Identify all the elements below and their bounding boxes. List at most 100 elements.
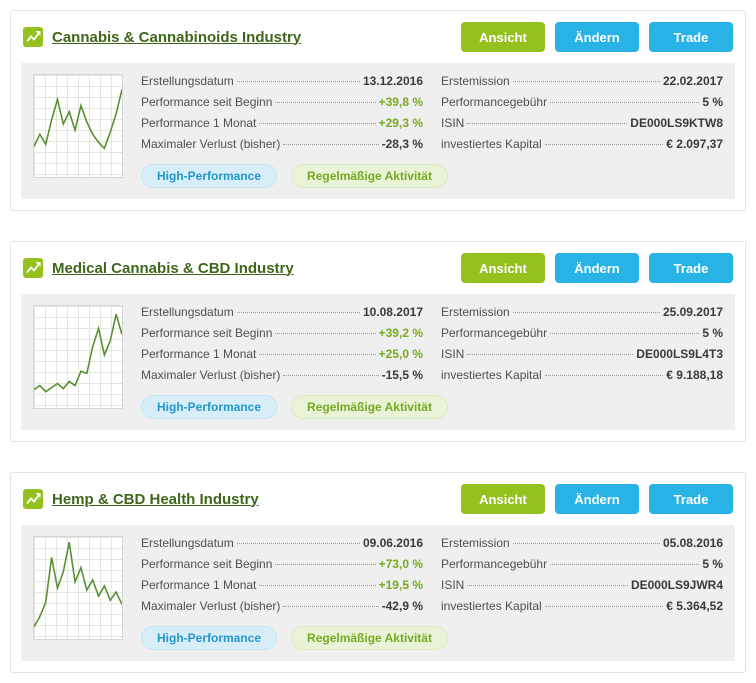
regular-activity-badge: Regelmäßige Aktivität — [291, 164, 448, 188]
row-performance-seit-beginn: Performance seit Beginn +73,0 % — [141, 557, 423, 578]
stats-left-column: Erstellungsdatum 10.08.2017 Performance … — [141, 305, 448, 419]
row-performance-1-monat: Performance 1 Monat +25,0 % — [141, 347, 423, 368]
sparkline-chart — [33, 305, 123, 409]
wikifolio-title[interactable]: Cannabis & Cannabinoids Industry — [52, 28, 302, 46]
stat-label: ISIN — [441, 116, 465, 130]
badge-row: High-Performance Regelmäßige Aktivität — [141, 626, 448, 650]
stats-right-column: Erstemission 25.09.2017 Performancegebüh… — [441, 305, 723, 419]
dotted-leader — [236, 312, 360, 313]
stat-label: Performance seit Beginn — [141, 326, 273, 340]
line-chart-icon — [23, 489, 43, 509]
row-erstellungsdatum: Erstellungsdatum 10.08.2017 — [141, 305, 423, 326]
details-panel: Erstellungsdatum 09.06.2016 Performance … — [21, 525, 735, 661]
dotted-leader — [544, 144, 664, 145]
row-erstellungsdatum: Erstellungsdatum 09.06.2016 — [141, 536, 423, 557]
line-chart-icon — [23, 258, 43, 278]
stat-label: Erstemission — [441, 305, 510, 319]
dotted-leader — [283, 144, 379, 145]
row-erstemission: Erstemission 25.09.2017 — [441, 305, 723, 326]
wikifolio-card: Hemp & CBD Health Industry Ansicht Änder… — [10, 472, 746, 673]
dotted-leader — [283, 606, 379, 607]
stat-label: Erstellungsdatum — [141, 305, 234, 319]
high-performance-badge: High-Performance — [141, 395, 278, 419]
stat-value: 09.06.2016 — [362, 536, 423, 550]
stat-label: Maximaler Verlust (bisher) — [141, 599, 281, 613]
dotted-leader — [259, 354, 376, 355]
wikifolio-title[interactable]: Medical Cannabis & CBD Industry — [52, 259, 294, 277]
wikifolio-card: Medical Cannabis & CBD Industry Ansicht … — [10, 241, 746, 442]
stat-label: investiertes Kapital — [441, 137, 542, 151]
trade-button[interactable]: Trade — [649, 253, 733, 283]
high-performance-badge: High-Performance — [141, 164, 278, 188]
stat-label: Performance seit Beginn — [141, 557, 273, 571]
stat-label: Maximaler Verlust (bisher) — [141, 368, 281, 382]
row-erstellungsdatum: Erstellungsdatum 13.12.2016 — [141, 74, 423, 95]
row-performance-1-monat: Performance 1 Monat +29,3 % — [141, 116, 423, 137]
stat-value: 5 % — [702, 95, 723, 109]
aendern-button[interactable]: Ändern — [555, 22, 639, 52]
aendern-button[interactable]: Ändern — [555, 253, 639, 283]
stat-label: Erstellungsdatum — [141, 74, 234, 88]
stat-value: -42,9 % — [381, 599, 423, 613]
stat-label: ISIN — [441, 347, 465, 361]
ansicht-button[interactable]: Ansicht — [461, 22, 545, 52]
stat-value: DE000LS9KTW8 — [630, 116, 723, 130]
wikifolio-card: Cannabis & Cannabinoids Industry Ansicht… — [10, 10, 746, 211]
stat-value: +29,3 % — [378, 116, 423, 130]
dotted-leader — [544, 375, 664, 376]
card-header: Hemp & CBD Health Industry Ansicht Änder… — [11, 473, 745, 523]
trade-button[interactable]: Trade — [649, 22, 733, 52]
row-isin: ISIN DE000LS9KTW8 — [441, 116, 723, 137]
aendern-button[interactable]: Ändern — [555, 484, 639, 514]
badge-row: High-Performance Regelmäßige Aktivität — [141, 164, 448, 188]
details-panel: Erstellungsdatum 10.08.2017 Performance … — [21, 294, 735, 430]
stat-value: € 2.097,37 — [666, 137, 723, 151]
stat-label: Erstemission — [441, 74, 510, 88]
details-panel: Erstellungsdatum 13.12.2016 Performance … — [21, 63, 735, 199]
stat-value: € 9.188,18 — [666, 368, 723, 382]
row-performance-1-monat: Performance 1 Monat +19,5 % — [141, 578, 423, 599]
stat-value: 5 % — [702, 326, 723, 340]
stat-label: Performance 1 Monat — [141, 578, 257, 592]
sparkline-chart — [33, 536, 123, 640]
dotted-leader — [275, 102, 376, 103]
sparkline-chart — [33, 74, 123, 178]
ansicht-button[interactable]: Ansicht — [461, 253, 545, 283]
dotted-leader — [512, 312, 660, 313]
row-erstemission: Erstemission 22.02.2017 — [441, 74, 723, 95]
row-performance-seit-beginn: Performance seit Beginn +39,8 % — [141, 95, 423, 116]
card-header: Medical Cannabis & CBD Industry Ansicht … — [11, 242, 745, 292]
stat-value: +39,2 % — [378, 326, 423, 340]
stat-label: Erstellungsdatum — [141, 536, 234, 550]
card-header: Cannabis & Cannabinoids Industry Ansicht… — [11, 11, 745, 61]
dotted-leader — [275, 333, 376, 334]
regular-activity-badge: Regelmäßige Aktivität — [291, 626, 448, 650]
stat-label: investiertes Kapital — [441, 599, 542, 613]
row-maximaler-verlust: Maximaler Verlust (bisher) -28,3 % — [141, 137, 423, 158]
stat-value: 05.08.2016 — [662, 536, 723, 550]
dotted-leader — [236, 81, 360, 82]
stat-value: 10.08.2017 — [362, 305, 423, 319]
row-investiertes-kapital: investiertes Kapital € 5.364,52 — [441, 599, 723, 620]
dotted-leader — [512, 81, 660, 82]
ansicht-button[interactable]: Ansicht — [461, 484, 545, 514]
high-performance-badge: High-Performance — [141, 626, 278, 650]
stat-label: Performance seit Beginn — [141, 95, 273, 109]
stat-value: +73,0 % — [378, 557, 423, 571]
regular-activity-badge: Regelmäßige Aktivität — [291, 395, 448, 419]
trade-button[interactable]: Trade — [649, 484, 733, 514]
stat-label: Performancegebühr — [441, 326, 548, 340]
row-performancegebuehr: Performancegebühr 5 % — [441, 557, 723, 578]
stat-label: investiertes Kapital — [441, 368, 542, 382]
stat-value: DE000LS9L4T3 — [636, 347, 723, 361]
stat-label: Performancegebühr — [441, 95, 548, 109]
badge-row: High-Performance Regelmäßige Aktivität — [141, 395, 448, 419]
wikifolio-title[interactable]: Hemp & CBD Health Industry — [52, 490, 259, 508]
stat-value: € 5.364,52 — [666, 599, 723, 613]
row-isin: ISIN DE000LS9JWR4 — [441, 578, 723, 599]
dotted-leader — [283, 375, 379, 376]
stat-value: +25,0 % — [378, 347, 423, 361]
dotted-leader — [550, 564, 700, 565]
stat-value: -15,5 % — [381, 368, 423, 382]
row-performance-seit-beginn: Performance seit Beginn +39,2 % — [141, 326, 423, 347]
